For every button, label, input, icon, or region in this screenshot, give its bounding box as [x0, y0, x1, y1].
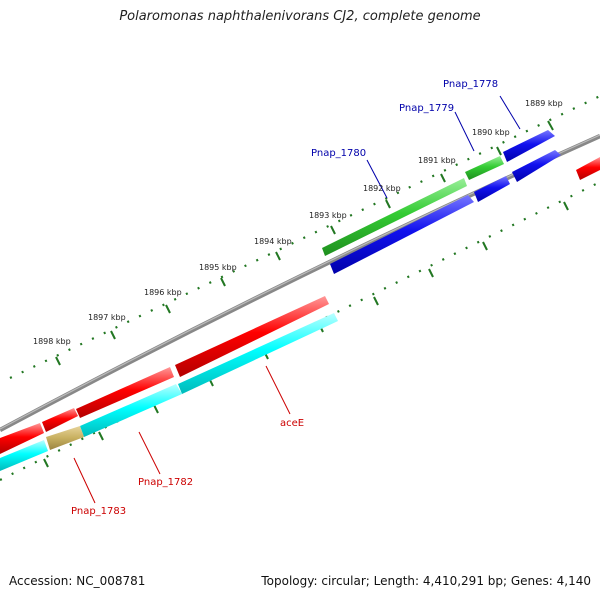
gene-green-1780[interactable]	[322, 178, 467, 256]
gene-label-pnap-1783: Pnap_1783	[71, 506, 126, 517]
gene-red-1782[interactable]	[76, 367, 174, 418]
label-leader-lines-reverse	[73, 365, 291, 504]
gene-red-small[interactable]	[42, 408, 78, 432]
ruler-label-1893: 1893 kbp	[309, 211, 347, 220]
genome-backbone	[0, 133, 600, 432]
gene-blue-1779[interactable]	[474, 176, 510, 202]
gene-blue-1780[interactable]	[330, 195, 474, 274]
ruler-tick	[563, 201, 569, 211]
gene-red-left[interactable]	[0, 423, 44, 454]
gene-blue-1778b[interactable]	[512, 150, 561, 182]
ruler-tick	[55, 356, 61, 366]
ruler-label-1896: 1896 kbp	[144, 288, 182, 297]
gene-label-pnap-1779: Pnap_1779	[399, 103, 454, 114]
ruler-tick	[385, 199, 391, 209]
gene-red-right[interactable]	[576, 157, 600, 180]
ruler-label-1897: 1897 kbp	[88, 313, 126, 322]
ruler-label-1894: 1894 kbp	[254, 237, 292, 246]
ruler-ticks	[43, 120, 569, 468]
ruler-label-1892: 1892 kbp	[363, 184, 401, 193]
ruler-label-1898: 1898 kbp	[33, 337, 71, 346]
gene-cyan-acee[interactable]	[178, 313, 338, 394]
gene-label-acee: aceE	[280, 418, 304, 429]
ruler-tick	[482, 241, 488, 251]
ruler-tick	[440, 173, 446, 183]
accession-text: Accession: NC_008781	[9, 574, 146, 588]
ruler-tick	[110, 330, 116, 340]
ruler-tick	[496, 146, 502, 156]
gene-cyan-1782[interactable]	[80, 384, 182, 437]
gene-label-pnap-1778: Pnap_1778	[443, 79, 498, 90]
gene-cyan-left[interactable]	[0, 440, 48, 471]
gene-olive-1783[interactable]	[46, 426, 84, 450]
ruler-label-1889: 1889 kbp	[525, 99, 563, 108]
ruler-tick	[428, 268, 434, 278]
ruler-label-1895: 1895 kbp	[199, 263, 237, 272]
genome-summary-text: Topology: circular; Length: 4,410,291 bp…	[261, 574, 591, 588]
ruler-tick	[43, 458, 49, 468]
ruler-tick	[547, 120, 554, 131]
ruler-tick	[330, 225, 336, 235]
ruler-tick	[275, 251, 281, 261]
gene-green-1779[interactable]	[465, 156, 504, 180]
ruler-tick	[98, 431, 104, 441]
ruler-tick	[153, 404, 159, 414]
gene-red-acee[interactable]	[175, 296, 329, 377]
ruler-label-1891: 1891 kbp	[418, 156, 456, 165]
outer-ruler-arc	[9, 95, 600, 379]
ruler-tick	[220, 277, 226, 287]
gene-label-pnap-1780: Pnap_1780	[311, 148, 366, 159]
gene-blue-1778a[interactable]	[503, 130, 555, 162]
ruler-tick	[373, 296, 379, 306]
gene-labels: Pnap_1778 Pnap_1779 Pnap_1780 aceE Pnap_…	[71, 79, 498, 517]
label-leader-lines	[366, 95, 521, 199]
map-title: Polaromonas naphthalenivorans CJ2, compl…	[119, 9, 481, 24]
gene-label-pnap-1782: Pnap_1782	[138, 477, 193, 488]
reverse-genes	[0, 296, 338, 471]
forward-genes	[322, 130, 600, 274]
ruler-labels: 1889 kbp 1890 kbp 1891 kbp 1892 kbp 1893…	[33, 99, 563, 346]
ruler-label-1890: 1890 kbp	[472, 128, 510, 137]
ruler-tick	[165, 304, 171, 314]
